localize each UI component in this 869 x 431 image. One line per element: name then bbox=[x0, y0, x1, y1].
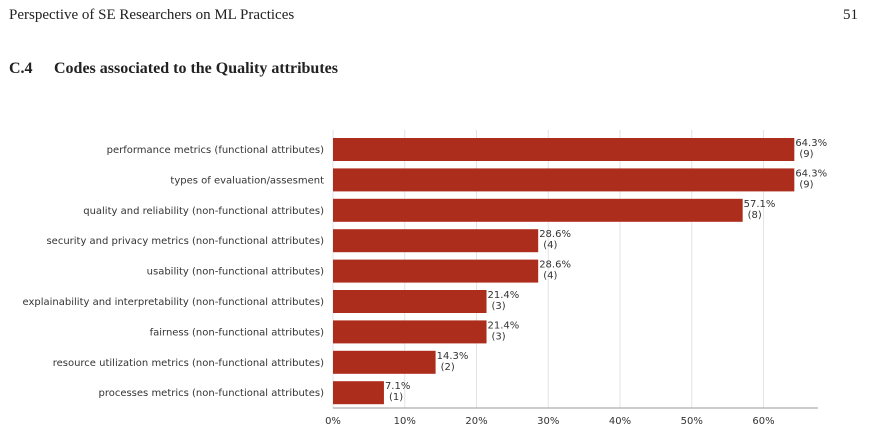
x-tick-label: 50% bbox=[681, 416, 703, 427]
count-label: (2) bbox=[441, 362, 455, 373]
chart: 0% 10% 20% 30% 40% 50% 60% performance metrics … bbox=[23, 130, 827, 427]
value-label: 28.6% bbox=[539, 229, 571, 240]
section-title: Codes associated to the Quality attribut… bbox=[54, 60, 338, 77]
category-label: security and privacy metrics (non-functi… bbox=[46, 236, 324, 247]
x-tick-label: 60% bbox=[752, 416, 774, 427]
category-label: types of evaluation/assesment bbox=[170, 175, 324, 186]
category-label: explainability and interpretability (non… bbox=[23, 297, 325, 308]
value-label: 64.3% bbox=[795, 168, 827, 179]
count-label: (4) bbox=[543, 271, 557, 282]
category-label: usability (non-functional attributes) bbox=[147, 267, 324, 278]
x-tick-label: 10% bbox=[394, 416, 416, 427]
bar bbox=[333, 290, 487, 313]
page-number: 51 bbox=[843, 7, 858, 23]
value-label: 21.4% bbox=[488, 320, 520, 331]
bar bbox=[333, 259, 539, 283]
value-label: 28.6% bbox=[539, 260, 571, 271]
x-tick-label: 0% bbox=[325, 416, 341, 427]
category-label: processes metrics (non-functional attrib… bbox=[98, 388, 324, 399]
bar bbox=[333, 198, 743, 222]
value-label: 14.3% bbox=[437, 351, 469, 362]
value-label: 64.3% bbox=[795, 138, 827, 149]
count-label: (9) bbox=[799, 149, 813, 160]
value-label: 21.4% bbox=[488, 290, 520, 301]
x-tick-label: 20% bbox=[465, 416, 487, 427]
bar bbox=[333, 320, 487, 344]
bar bbox=[333, 138, 795, 161]
count-label: (1) bbox=[389, 392, 403, 403]
bar bbox=[333, 168, 795, 192]
count-label: (3) bbox=[492, 301, 506, 312]
value-label: 57.1% bbox=[744, 199, 776, 210]
bar bbox=[333, 381, 384, 405]
category-label: quality and reliability (non-functional … bbox=[83, 206, 324, 217]
running-header: Perspective of SE Researchers on ML Prac… bbox=[9, 7, 294, 23]
x-tick-label: 40% bbox=[609, 416, 631, 427]
value-label: 7.1% bbox=[385, 381, 410, 392]
x-tick-label: 30% bbox=[537, 416, 559, 427]
count-label: (9) bbox=[799, 179, 813, 190]
category-label: fairness (non-functional attributes) bbox=[150, 327, 325, 338]
count-label: (4) bbox=[543, 240, 557, 251]
bar bbox=[333, 229, 539, 253]
category-label: performance metrics (functional attribut… bbox=[107, 145, 324, 156]
count-label: (3) bbox=[492, 331, 506, 342]
section-number: C.4 bbox=[9, 60, 33, 77]
category-label: resource utilization metrics (non-functi… bbox=[53, 358, 324, 369]
count-label: (8) bbox=[748, 210, 762, 221]
bar bbox=[333, 350, 436, 374]
